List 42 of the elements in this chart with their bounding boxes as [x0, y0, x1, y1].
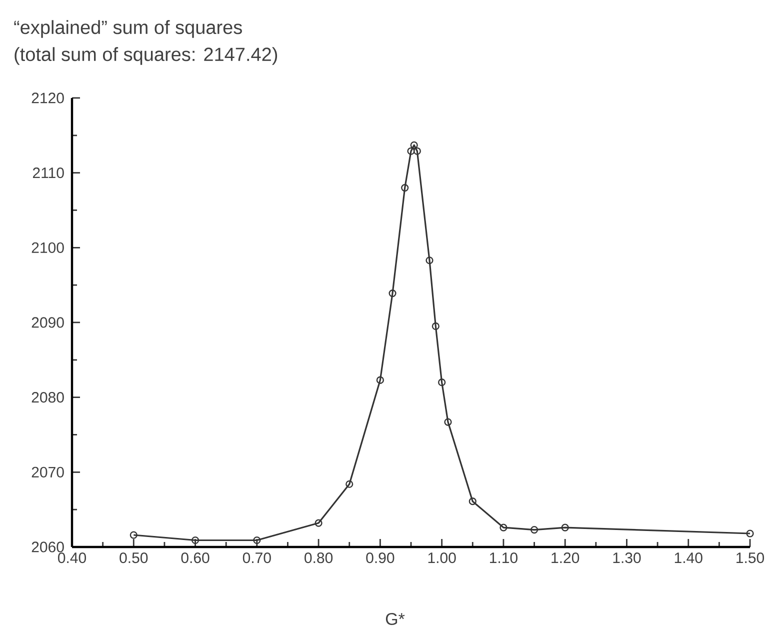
- x-tick-label: 1.20: [552, 552, 580, 564]
- point: [376, 376, 384, 384]
- x-tick-label: 0.50: [120, 552, 148, 564]
- point: [426, 256, 434, 264]
- x-tick-label: 0.80: [304, 552, 333, 564]
- point: [413, 147, 421, 155]
- point: [346, 480, 354, 488]
- y-tick-label: 2100: [32, 242, 64, 253]
- point: [407, 147, 415, 155]
- x-tick-label: 1.10: [490, 552, 518, 564]
- x-tick-label: 1.30: [613, 552, 641, 564]
- x-tick-label: 0.70: [242, 552, 271, 564]
- chart-title: “explained” sum of squares: [14, 20, 242, 38]
- point: [530, 526, 538, 534]
- point: [561, 524, 569, 532]
- point: [746, 530, 754, 538]
- point: [314, 519, 322, 527]
- point: [432, 322, 440, 330]
- x-tick-label: 0.90: [366, 552, 394, 564]
- x-tick-label: 1.00: [428, 552, 456, 564]
- y-tick-label: 2070: [32, 466, 64, 478]
- y-tick-label: 2090: [32, 317, 64, 328]
- point: [410, 141, 418, 149]
- y-tick-label: 2110: [32, 168, 64, 178]
- y-tick-label: 2120: [32, 92, 64, 104]
- point: [388, 290, 396, 298]
- point: [438, 378, 446, 386]
- x-tick-label: 1.50: [736, 552, 764, 564]
- x-tick-label: 1.40: [674, 552, 702, 564]
- x-tick-label: 0.60: [181, 552, 210, 564]
- point: [444, 418, 452, 426]
- point: [130, 531, 138, 539]
- point: [253, 536, 261, 544]
- point: [191, 536, 200, 544]
- x-axis-title: G*: [386, 612, 405, 626]
- point: [401, 184, 409, 192]
- y-tick-label: 2080: [32, 392, 64, 403]
- y-tick-label: 2060: [32, 542, 64, 552]
- point: [500, 524, 508, 532]
- chart-subtitle: (total sum of squares: 2147.42): [14, 47, 278, 65]
- point: [468, 498, 476, 506]
- x-tick-label: 0.40: [58, 552, 86, 564]
